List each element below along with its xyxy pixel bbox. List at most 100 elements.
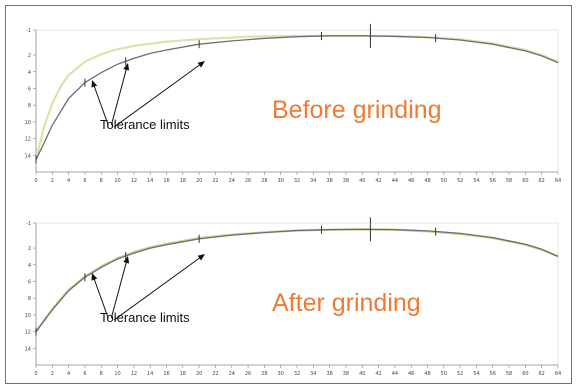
y-tick-label: 10 — [25, 120, 31, 126]
x-tick-label: 46 — [408, 371, 414, 377]
x-tick-label: 26 — [245, 178, 251, 184]
x-tick-label: 10 — [114, 371, 120, 377]
y-tick-label: 8 — [28, 296, 31, 302]
x-tick-label: 6 — [83, 371, 86, 377]
x-tick-label: 22 — [212, 371, 218, 377]
x-tick-label: 34 — [310, 178, 316, 184]
chart-title: After grinding — [272, 289, 421, 317]
y-tick-label: 10 — [25, 313, 31, 319]
x-tick-label: 22 — [212, 178, 218, 184]
x-tick-label: 60 — [522, 178, 528, 184]
x-tick-label: 54 — [473, 178, 479, 184]
x-tick-label: 36 — [326, 178, 332, 184]
y-tick-label: 6 — [28, 86, 31, 92]
x-tick-label: 40 — [359, 371, 365, 377]
x-tick-label: 16 — [163, 371, 169, 377]
annotation-arrow — [110, 259, 128, 319]
x-tick-label: 58 — [506, 371, 512, 377]
y-tick-label: 14 — [25, 153, 31, 159]
x-tick-label: 52 — [457, 371, 463, 377]
x-tick-label: 30 — [278, 371, 284, 377]
annotation-arrowhead — [197, 254, 205, 261]
x-tick-label: 38 — [343, 371, 349, 377]
x-tick-label: 38 — [343, 178, 349, 184]
x-tick-label: 18 — [180, 178, 186, 184]
x-tick-label: 30 — [278, 178, 284, 184]
tolerance-limits-label: Tolerance limits — [100, 117, 190, 132]
annotation-arrow — [92, 276, 109, 319]
x-tick-label: 6 — [83, 178, 86, 184]
tolerance-limits-label: Tolerance limits — [100, 310, 190, 325]
y-tick-label: 8 — [28, 103, 31, 109]
annotation-arrow — [92, 83, 109, 126]
y-tick-label: 12 — [25, 330, 31, 336]
x-tick-label: 18 — [180, 371, 186, 377]
x-tick-label: 26 — [245, 371, 251, 377]
annotation-arrow — [113, 255, 203, 321]
x-tick-label: 2 — [51, 371, 54, 377]
x-tick-label: 14 — [147, 371, 153, 377]
y-tick-label: 4 — [28, 263, 31, 269]
chart-svg-after: 0 2 4 6 8 10 12 14 16 18 20 22 24 26 28 30 32 34 36 38 40 42 4… — [25, 217, 561, 377]
x-tick-label: 44 — [392, 371, 398, 377]
figure-frame — [5, 5, 572, 384]
x-tick-label: 50 — [441, 178, 447, 184]
annotation-arrow — [113, 62, 203, 128]
chart-svg-before: 0 2 4 6 8 10 12 14 16 18 20 22 24 26 28 30 32 34 36 38 40 42 4… — [25, 23, 561, 184]
tolerance-limit-line — [35, 35, 559, 160]
x-tick-label: 64 — [555, 178, 561, 184]
x-tick-label: 42 — [375, 178, 381, 184]
x-tick-label: 16 — [163, 178, 169, 184]
x-tick-label: 64 — [555, 371, 561, 377]
y-tick-label: 14 — [25, 346, 31, 352]
chart-before-grinding: 0 2 4 6 8 10 12 14 16 18 20 22 24 26 28 30 32 34 36 38 40 42 4… — [0, 0, 578, 190]
y-tick-label: -1 — [26, 221, 31, 227]
x-tick-label: 50 — [441, 371, 447, 377]
x-tick-label: 10 — [114, 178, 120, 184]
x-tick-label: 46 — [408, 178, 414, 184]
chart-after-grinding: 0 2 4 6 8 10 12 14 16 18 20 22 24 26 28 30 32 34 36 38 40 42 4… — [0, 193, 578, 383]
x-tick-label: 32 — [294, 178, 300, 184]
x-tick-label: 36 — [326, 371, 332, 377]
x-tick-label: 12 — [131, 178, 137, 184]
x-tick-label: 14 — [147, 178, 153, 184]
x-tick-label: 52 — [457, 178, 463, 184]
x-tick-label: 56 — [490, 371, 496, 377]
x-tick-label: 4 — [67, 178, 70, 184]
x-tick-label: 4 — [67, 371, 70, 377]
annotation-arrow — [110, 66, 128, 126]
annotation-arrowhead — [91, 273, 98, 281]
x-tick-label: 20 — [196, 178, 202, 184]
y-tick-label: 12 — [25, 137, 31, 143]
annotation-arrowhead — [91, 80, 98, 88]
x-tick-label: 32 — [294, 371, 300, 377]
tolerance-limit-line — [35, 228, 559, 332]
x-tick-label: 28 — [261, 371, 267, 377]
x-tick-label: 2 — [51, 178, 54, 184]
x-tick-label: 54 — [473, 371, 479, 377]
y-tick-label: 2 — [28, 246, 31, 252]
x-tick-label: 12 — [131, 371, 137, 377]
annotation-arrowhead — [197, 61, 205, 68]
x-tick-label: 60 — [522, 371, 528, 377]
x-tick-label: 28 — [261, 178, 267, 184]
x-tick-label: 42 — [375, 371, 381, 377]
x-tick-label: 58 — [506, 178, 512, 184]
annotation-arrowhead — [123, 256, 130, 264]
x-tick-label: 40 — [359, 178, 365, 184]
x-tick-label: 44 — [392, 178, 398, 184]
y-tick-label: 6 — [28, 279, 31, 285]
x-tick-label: 20 — [196, 371, 202, 377]
x-tick-label: 56 — [490, 178, 496, 184]
y-tick-label: -1 — [26, 28, 31, 34]
x-tick-label: 24 — [229, 178, 235, 184]
x-tick-label: 62 — [539, 178, 545, 184]
y-tick-label: 2 — [28, 53, 31, 59]
x-tick-label: 62 — [539, 371, 545, 377]
chart-title: Before grinding — [272, 96, 442, 124]
y-tick-label: 4 — [28, 70, 31, 76]
x-tick-label: 8 — [100, 371, 103, 377]
x-tick-label: 34 — [310, 371, 316, 377]
x-tick-label: 8 — [100, 178, 103, 184]
x-tick-label: 48 — [424, 371, 430, 377]
